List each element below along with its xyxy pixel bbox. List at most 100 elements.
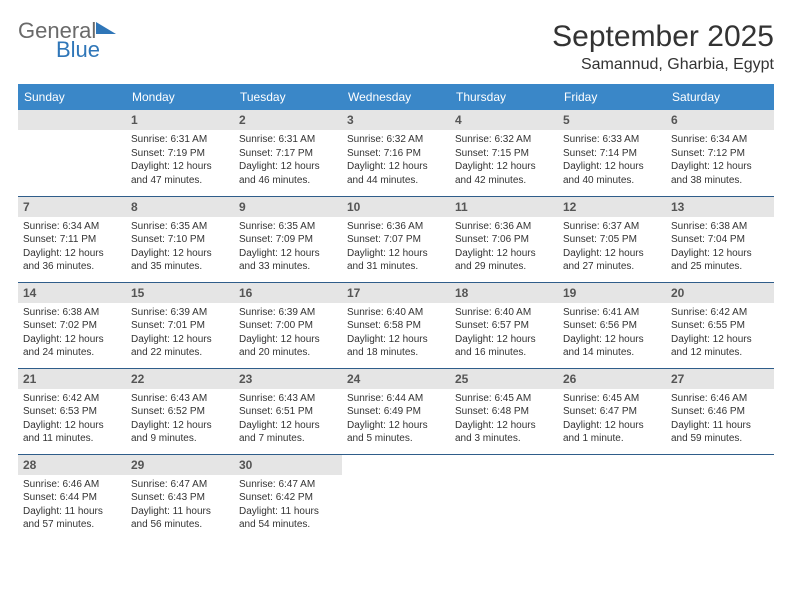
sunset-line: Sunset: 7:12 PM (671, 147, 769, 161)
daylight-line: Daylight: 12 hours and 40 minutes. (563, 160, 661, 187)
day-details: Sunrise: 6:39 AMSunset: 7:00 PMDaylight:… (234, 303, 342, 364)
day-number: 19 (558, 283, 666, 303)
sunset-line: Sunset: 6:49 PM (347, 405, 445, 419)
day-details: Sunrise: 6:36 AMSunset: 7:06 PMDaylight:… (450, 217, 558, 278)
day-details: Sunrise: 6:35 AMSunset: 7:10 PMDaylight:… (126, 217, 234, 278)
sunset-line: Sunset: 6:56 PM (563, 319, 661, 333)
location: Samannud, Gharbia, Egypt (552, 56, 774, 74)
day-number: 18 (450, 283, 558, 303)
calendar-day-cell: 23Sunrise: 6:43 AMSunset: 6:51 PMDayligh… (234, 368, 342, 454)
weekday-header-row: SundayMondayTuesdayWednesdayThursdayFrid… (18, 84, 774, 110)
calendar-day-cell: 5Sunrise: 6:33 AMSunset: 7:14 PMDaylight… (558, 110, 666, 196)
calendar-week-row: 14Sunrise: 6:38 AMSunset: 7:02 PMDayligh… (18, 282, 774, 368)
daylight-line: Daylight: 12 hours and 3 minutes. (455, 419, 553, 446)
sunset-line: Sunset: 7:16 PM (347, 147, 445, 161)
calendar-day-cell: 15Sunrise: 6:39 AMSunset: 7:01 PMDayligh… (126, 282, 234, 368)
sunset-line: Sunset: 7:19 PM (131, 147, 229, 161)
day-number: 30 (234, 455, 342, 475)
calendar-day-cell: 7Sunrise: 6:34 AMSunset: 7:11 PMDaylight… (18, 196, 126, 282)
day-details: Sunrise: 6:38 AMSunset: 7:02 PMDaylight:… (18, 303, 126, 364)
day-details: Sunrise: 6:45 AMSunset: 6:47 PMDaylight:… (558, 389, 666, 450)
calendar-day-cell: 12Sunrise: 6:37 AMSunset: 7:05 PMDayligh… (558, 196, 666, 282)
calendar-empty-cell (450, 454, 558, 540)
day-number: 20 (666, 283, 774, 303)
daylight-line: Daylight: 12 hours and 38 minutes. (671, 160, 769, 187)
weekday-header: Monday (126, 84, 234, 110)
day-details: Sunrise: 6:36 AMSunset: 7:07 PMDaylight:… (342, 217, 450, 278)
weekday-header: Friday (558, 84, 666, 110)
day-details: Sunrise: 6:35 AMSunset: 7:09 PMDaylight:… (234, 217, 342, 278)
day-number: 1 (126, 110, 234, 130)
sunrise-line: Sunrise: 6:36 AM (455, 220, 553, 234)
daylight-line: Daylight: 12 hours and 7 minutes. (239, 419, 337, 446)
calendar-day-cell: 30Sunrise: 6:47 AMSunset: 6:42 PMDayligh… (234, 454, 342, 540)
day-number: 25 (450, 369, 558, 389)
calendar-day-cell: 2Sunrise: 6:31 AMSunset: 7:17 PMDaylight… (234, 110, 342, 196)
sunrise-line: Sunrise: 6:31 AM (131, 133, 229, 147)
title-block: September 2025 Samannud, Gharbia, Egypt (552, 20, 774, 74)
calendar-day-cell: 28Sunrise: 6:46 AMSunset: 6:44 PMDayligh… (18, 454, 126, 540)
calendar-day-cell: 16Sunrise: 6:39 AMSunset: 7:00 PMDayligh… (234, 282, 342, 368)
sunrise-line: Sunrise: 6:42 AM (23, 392, 121, 406)
day-number: 6 (666, 110, 774, 130)
calendar-week-row: 1Sunrise: 6:31 AMSunset: 7:19 PMDaylight… (18, 110, 774, 196)
weekday-header: Thursday (450, 84, 558, 110)
sunrise-line: Sunrise: 6:39 AM (131, 306, 229, 320)
sunrise-line: Sunrise: 6:32 AM (455, 133, 553, 147)
daylight-line: Daylight: 12 hours and 12 minutes. (671, 333, 769, 360)
sunrise-line: Sunrise: 6:36 AM (347, 220, 445, 234)
day-number: 9 (234, 197, 342, 217)
day-number: 13 (666, 197, 774, 217)
day-number: 15 (126, 283, 234, 303)
sunset-line: Sunset: 6:52 PM (131, 405, 229, 419)
day-details: Sunrise: 6:47 AMSunset: 6:42 PMDaylight:… (234, 475, 342, 536)
day-number: 16 (234, 283, 342, 303)
sunset-line: Sunset: 7:14 PM (563, 147, 661, 161)
calendar-day-cell: 6Sunrise: 6:34 AMSunset: 7:12 PMDaylight… (666, 110, 774, 196)
sunset-line: Sunset: 7:05 PM (563, 233, 661, 247)
daylight-line: Daylight: 12 hours and 42 minutes. (455, 160, 553, 187)
day-number: 4 (450, 110, 558, 130)
day-number: 10 (342, 197, 450, 217)
sunrise-line: Sunrise: 6:34 AM (23, 220, 121, 234)
daylight-line: Daylight: 12 hours and 31 minutes. (347, 247, 445, 274)
calendar-empty-cell (18, 110, 126, 196)
daylight-line: Daylight: 12 hours and 25 minutes. (671, 247, 769, 274)
calendar-day-cell: 3Sunrise: 6:32 AMSunset: 7:16 PMDaylight… (342, 110, 450, 196)
sunset-line: Sunset: 7:17 PM (239, 147, 337, 161)
calendar-day-cell: 8Sunrise: 6:35 AMSunset: 7:10 PMDaylight… (126, 196, 234, 282)
calendar-day-cell: 1Sunrise: 6:31 AMSunset: 7:19 PMDaylight… (126, 110, 234, 196)
sunrise-line: Sunrise: 6:43 AM (239, 392, 337, 406)
day-number (18, 110, 126, 130)
daylight-line: Daylight: 11 hours and 54 minutes. (239, 505, 337, 532)
sunrise-line: Sunrise: 6:46 AM (671, 392, 769, 406)
sunrise-line: Sunrise: 6:42 AM (671, 306, 769, 320)
day-details: Sunrise: 6:42 AMSunset: 6:55 PMDaylight:… (666, 303, 774, 364)
day-number: 14 (18, 283, 126, 303)
day-details: Sunrise: 6:37 AMSunset: 7:05 PMDaylight:… (558, 217, 666, 278)
sunset-line: Sunset: 6:46 PM (671, 405, 769, 419)
sunrise-line: Sunrise: 6:39 AM (239, 306, 337, 320)
daylight-line: Daylight: 12 hours and 35 minutes. (131, 247, 229, 274)
sunrise-line: Sunrise: 6:31 AM (239, 133, 337, 147)
daylight-line: Daylight: 12 hours and 44 minutes. (347, 160, 445, 187)
sunrise-line: Sunrise: 6:45 AM (455, 392, 553, 406)
day-number: 3 (342, 110, 450, 130)
calendar-day-cell: 24Sunrise: 6:44 AMSunset: 6:49 PMDayligh… (342, 368, 450, 454)
sunset-line: Sunset: 7:15 PM (455, 147, 553, 161)
sunrise-line: Sunrise: 6:41 AM (563, 306, 661, 320)
weekday-header: Tuesday (234, 84, 342, 110)
day-details: Sunrise: 6:39 AMSunset: 7:01 PMDaylight:… (126, 303, 234, 364)
calendar-week-row: 7Sunrise: 6:34 AMSunset: 7:11 PMDaylight… (18, 196, 774, 282)
calendar-day-cell: 9Sunrise: 6:35 AMSunset: 7:09 PMDaylight… (234, 196, 342, 282)
sunset-line: Sunset: 7:04 PM (671, 233, 769, 247)
daylight-line: Daylight: 12 hours and 46 minutes. (239, 160, 337, 187)
sunset-line: Sunset: 7:02 PM (23, 319, 121, 333)
logo: General Blue (18, 20, 116, 61)
sunrise-line: Sunrise: 6:46 AM (23, 478, 121, 492)
day-details: Sunrise: 6:44 AMSunset: 6:49 PMDaylight:… (342, 389, 450, 450)
calendar-empty-cell (666, 454, 774, 540)
calendar-day-cell: 20Sunrise: 6:42 AMSunset: 6:55 PMDayligh… (666, 282, 774, 368)
daylight-line: Daylight: 12 hours and 29 minutes. (455, 247, 553, 274)
day-details: Sunrise: 6:34 AMSunset: 7:11 PMDaylight:… (18, 217, 126, 278)
